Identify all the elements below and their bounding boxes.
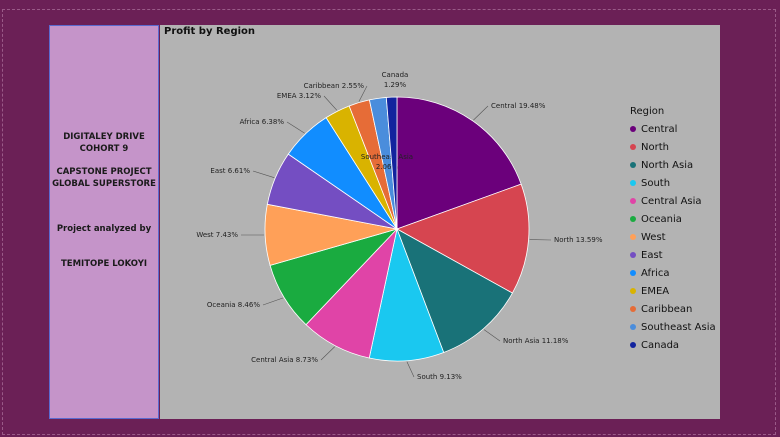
data-label: EMEA 3.12% bbox=[277, 92, 321, 100]
legend-label: EMEA bbox=[641, 285, 670, 297]
data-label: Central Asia 8.73% bbox=[251, 356, 318, 364]
legend-item-africa[interactable]: Africa bbox=[630, 264, 716, 282]
legend-marker bbox=[630, 216, 636, 222]
legend-marker bbox=[630, 198, 636, 204]
legend-item-central[interactable]: Central bbox=[630, 120, 716, 138]
legend-item-east[interactable]: East bbox=[630, 246, 716, 264]
pie-slice-canada[interactable] bbox=[385, 96, 398, 230]
leader-line bbox=[358, 85, 368, 102]
legend-item-central-asia[interactable]: Central Asia bbox=[630, 192, 716, 210]
legend-label: Southeast Asia bbox=[641, 321, 716, 333]
sidebar-line-5: Project analyzed by bbox=[56, 224, 152, 234]
legend-item-oceania[interactable]: Oceania bbox=[630, 210, 716, 228]
legend-marker bbox=[630, 270, 636, 276]
legend-marker bbox=[630, 324, 636, 330]
legend-label: West bbox=[641, 231, 666, 243]
leader-line bbox=[483, 329, 501, 342]
leader-line bbox=[252, 170, 275, 178]
legend-title: Region bbox=[630, 106, 665, 117]
pie-slice-north[interactable] bbox=[396, 183, 530, 294]
sidebar-heading: DIGITALEY DRIVE COHORT 9 bbox=[50, 131, 158, 155]
legend-marker bbox=[630, 144, 636, 150]
data-label: Canada 1.29% bbox=[382, 71, 409, 89]
legend-label: Africa bbox=[641, 267, 670, 279]
pie-slice-north-asia[interactable] bbox=[396, 228, 513, 353]
legend-label: North Asia bbox=[641, 159, 694, 171]
legend-item-canada[interactable]: Canada bbox=[630, 336, 716, 354]
leader-line bbox=[262, 297, 284, 306]
pie-chart: Central 19.48% North 13.59% North Asia 11.… bbox=[196, 71, 603, 381]
legend-marker bbox=[630, 306, 636, 312]
legend-label: Central bbox=[641, 123, 678, 135]
legend-label: Oceania bbox=[641, 213, 682, 225]
legend-label: Canada bbox=[641, 339, 680, 351]
sidebar-project: CAPSTONE PROJECT GLOBAL SUPERSTORE bbox=[50, 166, 158, 190]
legend-item-emea[interactable]: EMEA bbox=[630, 282, 716, 300]
sidebar-line-1: DIGITALEY DRIVE bbox=[63, 132, 145, 142]
legend-marker bbox=[630, 252, 636, 258]
data-label: Central 19.48% bbox=[491, 102, 546, 110]
chart-legend: Region Central North North Asia South Centra… bbox=[630, 106, 716, 354]
leader-line bbox=[320, 346, 336, 361]
data-label: Africa 6.38% bbox=[240, 118, 285, 126]
legend-marker bbox=[630, 180, 636, 186]
legend-label: South bbox=[641, 177, 671, 189]
legend-marker bbox=[630, 126, 636, 132]
pie-slice-central[interactable] bbox=[396, 96, 522, 230]
legend-item-south[interactable]: South bbox=[630, 174, 716, 192]
chart-panel: Profit by Region Central 19.48% North 13.… bbox=[160, 25, 720, 419]
legend-item-north[interactable]: North bbox=[630, 138, 716, 156]
legend-label: Central Asia bbox=[641, 195, 702, 207]
sidebar-line-4: GLOBAL SUPERSTORE bbox=[52, 179, 156, 189]
sidebar-author: TEMITOPE LOKOYI bbox=[60, 259, 148, 269]
legend-label: North bbox=[641, 141, 669, 153]
legend-marker bbox=[630, 234, 636, 240]
data-label: Southeast Asia 2.06% bbox=[361, 153, 413, 171]
sidebar-panel: DIGITALEY DRIVE COHORT 9 CAPSTONE PROJEC… bbox=[49, 25, 159, 419]
sidebar-line-2: COHORT 9 bbox=[79, 144, 129, 154]
legend-item-north-asia[interactable]: North Asia bbox=[630, 156, 716, 174]
data-label: Oceania 8.46% bbox=[207, 301, 260, 309]
legend-item-southeast-asia[interactable]: Southeast Asia bbox=[630, 318, 716, 336]
data-label: Caribbean 2.55% bbox=[304, 82, 365, 90]
leader-line bbox=[323, 95, 338, 111]
canvas-border bbox=[2, 9, 776, 435]
leader-line bbox=[286, 121, 305, 134]
data-label: West 7.43% bbox=[196, 231, 238, 239]
legend-marker bbox=[630, 288, 636, 294]
legend-item-west[interactable]: West bbox=[630, 228, 716, 246]
leader-line bbox=[473, 105, 489, 121]
chart-title: Profit by Region bbox=[164, 26, 256, 37]
data-label: North 13.59% bbox=[554, 236, 603, 244]
legend-item-caribbean[interactable]: Caribbean bbox=[630, 300, 716, 318]
data-label: North Asia 11.18% bbox=[503, 337, 569, 345]
legend-label: Caribbean bbox=[641, 303, 693, 315]
leader-line bbox=[406, 361, 415, 378]
data-label: East 6.61% bbox=[210, 167, 250, 175]
legend-marker bbox=[630, 342, 636, 348]
legend-label: East bbox=[641, 249, 663, 261]
sidebar-line-3: CAPSTONE PROJECT bbox=[56, 167, 152, 177]
data-label: South 9.13% bbox=[417, 373, 462, 381]
legend-marker bbox=[630, 162, 636, 168]
